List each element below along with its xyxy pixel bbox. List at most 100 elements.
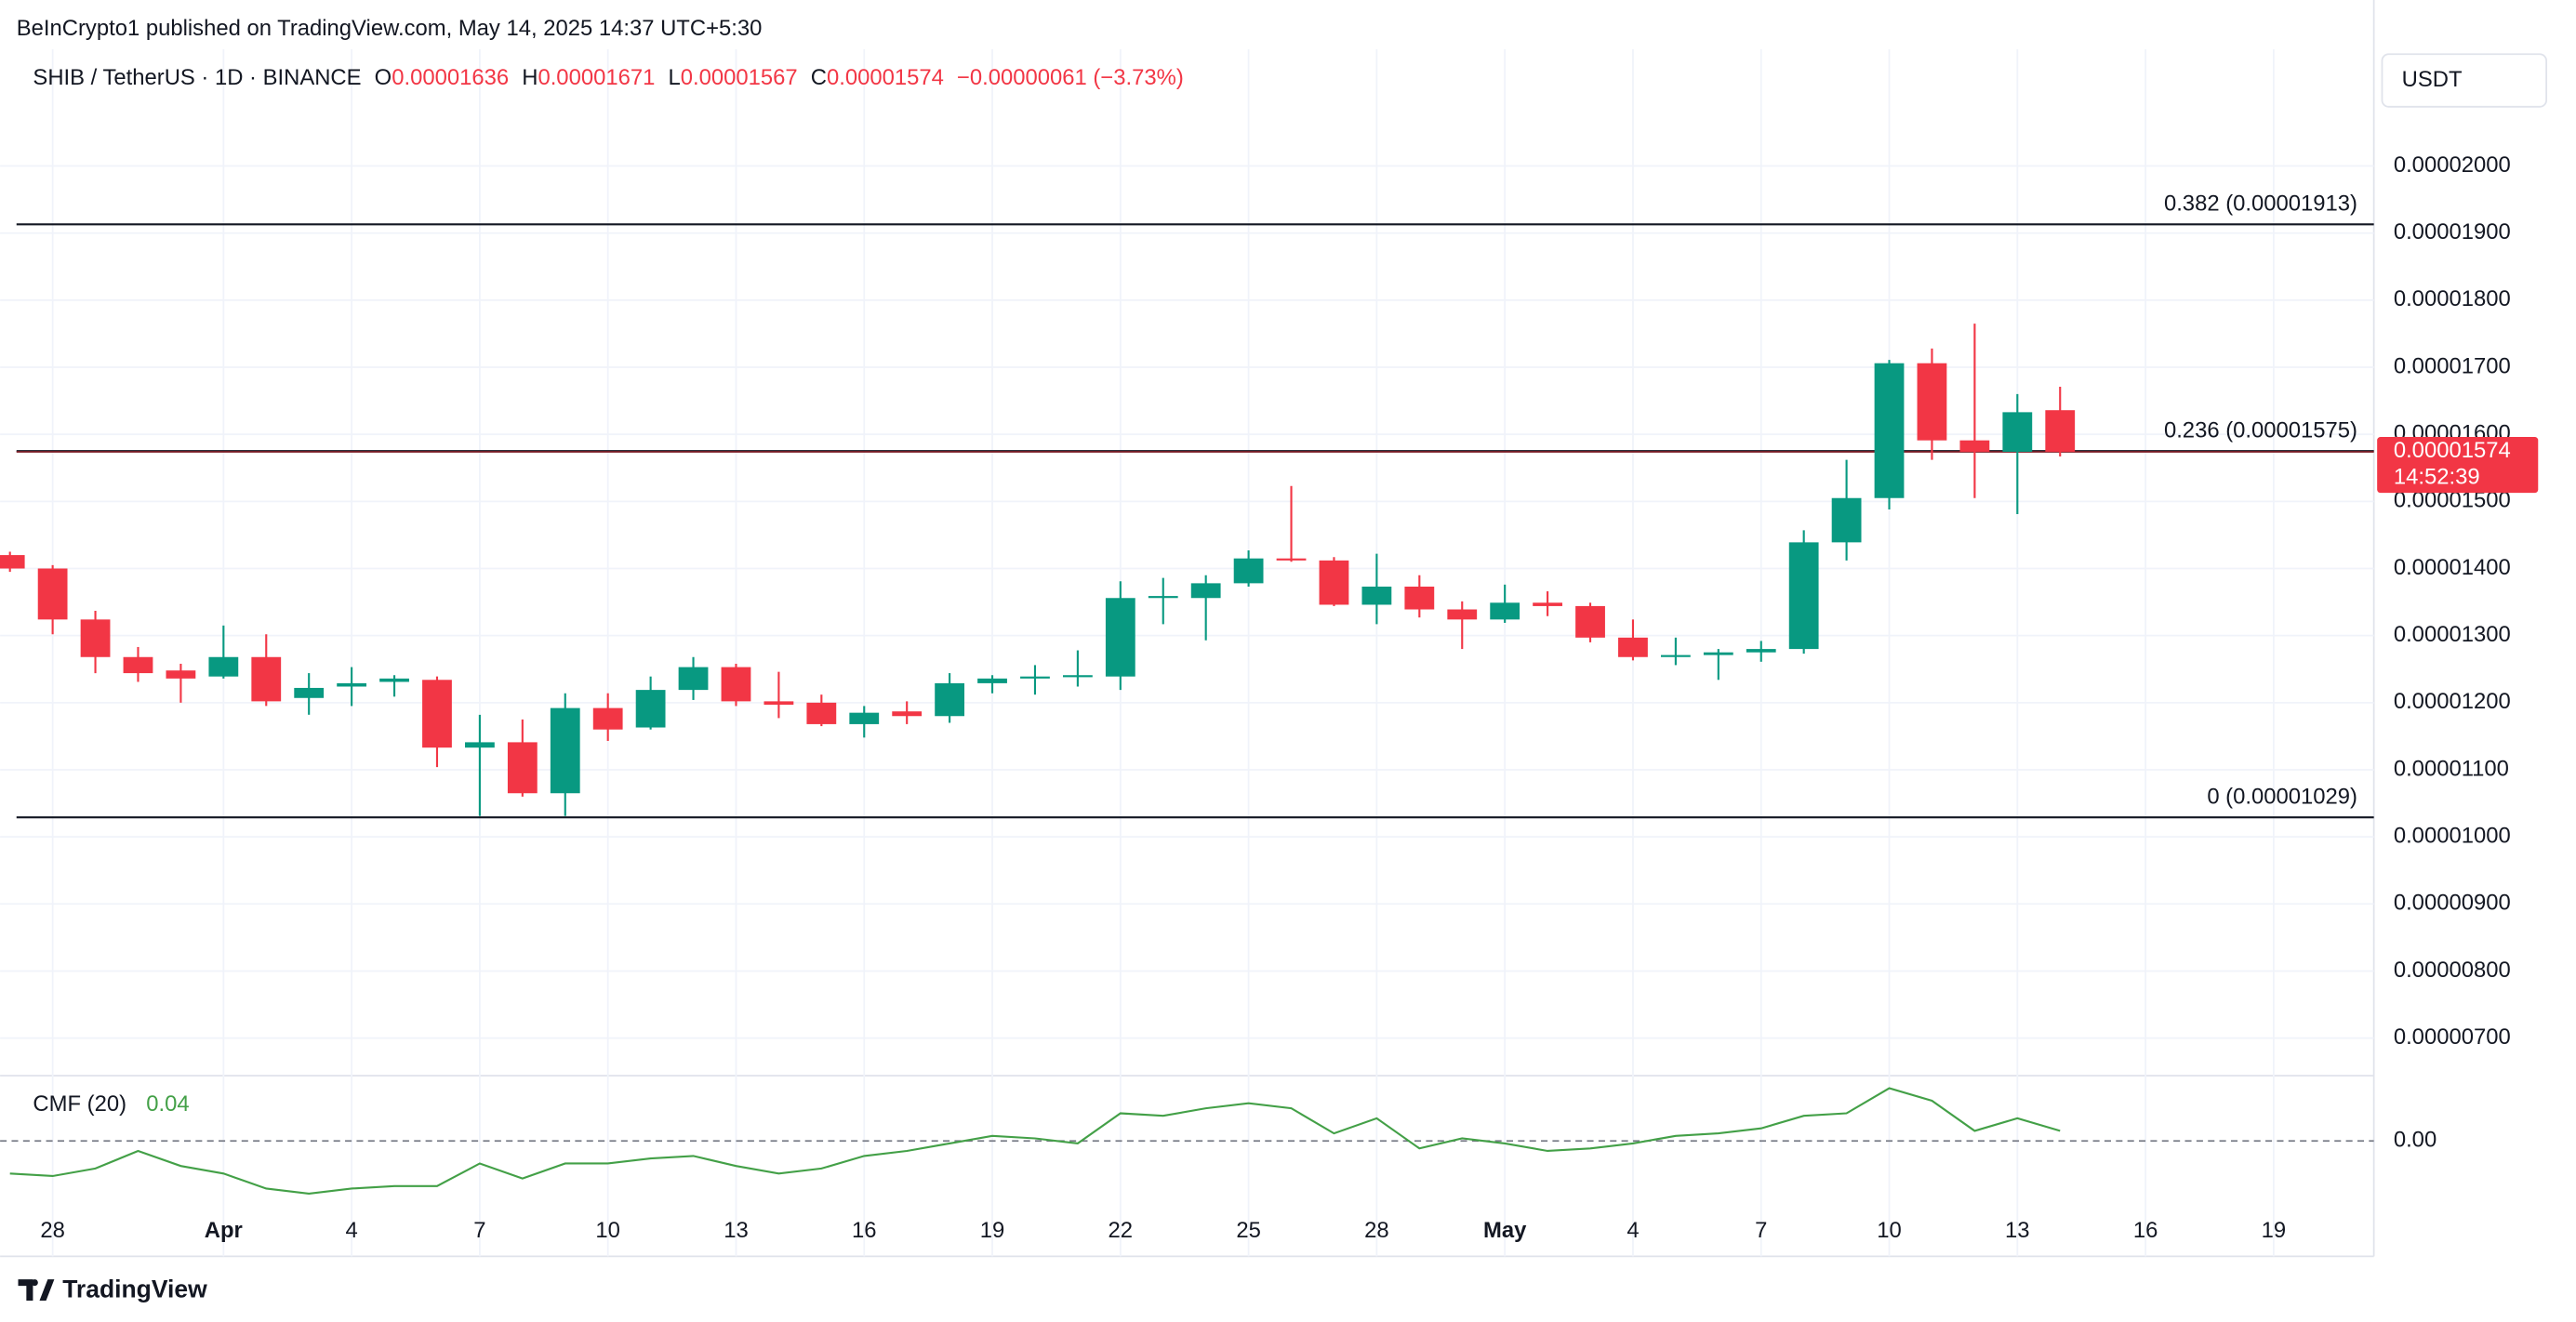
candle-body — [422, 680, 452, 748]
candle-body — [1874, 363, 1905, 498]
candle-body — [977, 678, 1007, 683]
candle — [422, 676, 452, 768]
price-tag-countdown: 14:52:39 — [2394, 465, 2480, 490]
candle — [849, 706, 880, 738]
candle — [251, 634, 282, 707]
currency-label: USDT — [2402, 67, 2463, 92]
candle-body — [1788, 542, 1819, 650]
y-tick-label: 0.00001300 — [2394, 622, 2511, 647]
x-tick-label: 4 — [345, 1218, 357, 1243]
candle — [1020, 665, 1050, 695]
ohlc-key: C — [811, 65, 827, 90]
candle-body — [1233, 558, 1264, 584]
x-tick-label: 25 — [1236, 1218, 1261, 1243]
y-tick-label: 0.00001000 — [2394, 823, 2511, 848]
candle-body — [1020, 676, 1050, 679]
x-tick-label: Apr — [205, 1218, 243, 1243]
candle — [37, 564, 68, 635]
candle — [1361, 553, 1392, 625]
cmf-line — [9, 1087, 2061, 1195]
candle — [1788, 530, 1819, 654]
y-tick-label: 0.00001700 — [2394, 353, 2511, 378]
candle-body — [166, 670, 196, 679]
x-tick-label: 19 — [2262, 1218, 2287, 1243]
candle-body — [1831, 497, 1862, 543]
x-tick-label: May — [1483, 1218, 1527, 1243]
candle-body — [892, 711, 923, 717]
candle-body — [592, 707, 623, 730]
candle-body — [1660, 654, 1691, 657]
candle-body — [294, 687, 325, 698]
candle — [806, 694, 837, 727]
candle-body — [806, 702, 837, 724]
candle — [507, 719, 538, 797]
candle-body — [550, 707, 580, 794]
x-tick-label: 19 — [980, 1218, 1005, 1243]
candle — [1874, 360, 1905, 510]
candle-body — [1746, 649, 1776, 653]
candle — [123, 646, 153, 682]
candle-body — [849, 712, 880, 724]
candle-body — [0, 555, 25, 569]
y-tick-label: 0.00001800 — [2394, 286, 2511, 311]
published-note: BeInCrypto1 published on TradingView.com… — [17, 16, 763, 41]
candle-body — [1404, 586, 1435, 610]
fib-label: 0.236 (0.00001575) — [2164, 417, 2357, 443]
candle — [635, 676, 666, 730]
candle — [1319, 557, 1349, 606]
candle — [1959, 324, 1990, 498]
candle — [294, 673, 325, 715]
candle — [892, 701, 923, 724]
candle — [550, 693, 580, 816]
brand-logo: TradingView — [18, 1275, 207, 1302]
candle — [166, 663, 196, 703]
price-change: −0.00000061 (−3.73%) — [957, 65, 1184, 90]
x-tick-label: 22 — [1109, 1218, 1134, 1243]
candle-body — [37, 568, 68, 620]
candle — [1233, 550, 1264, 587]
y-tick-label: 0.00000900 — [2394, 891, 2511, 916]
candle — [1831, 459, 1862, 561]
symbol-legend: SHIB / TetherUS · 1D · BINANCE O0.0000163… — [33, 65, 1183, 90]
brand-name: TradingView — [62, 1275, 207, 1302]
candle — [465, 714, 495, 816]
candle-body — [379, 678, 409, 682]
candle-body — [2045, 410, 2076, 452]
price-tag — [2377, 437, 2539, 494]
ohlc-key: H — [522, 65, 538, 90]
candle-body — [1959, 440, 1990, 452]
x-tick-label: 10 — [595, 1218, 620, 1243]
candle — [977, 675, 1007, 694]
candle-body — [1533, 602, 1562, 606]
currency-box[interactable] — [2381, 53, 2547, 108]
candle — [1490, 584, 1520, 623]
x-tick-label: 4 — [1627, 1218, 1639, 1243]
candle — [80, 610, 111, 674]
candle — [2045, 386, 2076, 457]
candle-body — [678, 667, 709, 691]
candle-body — [635, 690, 666, 728]
ohlc-value: 0.00001671 — [538, 65, 655, 90]
ohlc-key: L — [668, 65, 680, 90]
candle — [1660, 637, 1691, 666]
candle — [1276, 485, 1307, 562]
fib-label: 0.382 (0.00001913) — [2164, 191, 2357, 216]
candle-body — [1490, 602, 1520, 620]
x-tick-label: 13 — [2005, 1218, 2030, 1243]
candle — [935, 673, 965, 723]
candle-body — [337, 682, 367, 687]
candle — [2002, 393, 2033, 515]
candle-body — [1703, 652, 1733, 655]
candle-body — [251, 656, 282, 702]
y-tick-label: 0.00001400 — [2394, 555, 2511, 580]
candle — [1917, 348, 1947, 460]
ohlc-value: 0.00001636 — [392, 65, 509, 90]
x-tick-label: 13 — [724, 1218, 749, 1243]
symbol-name: SHIB / TetherUS · 1D · BINANCE — [33, 65, 361, 90]
candle-body — [1917, 363, 1947, 441]
ohlc-key: O — [375, 65, 392, 90]
price-tag-label: 0.00001574 — [2394, 438, 2511, 463]
candle — [764, 671, 794, 719]
candle-body — [80, 619, 111, 657]
